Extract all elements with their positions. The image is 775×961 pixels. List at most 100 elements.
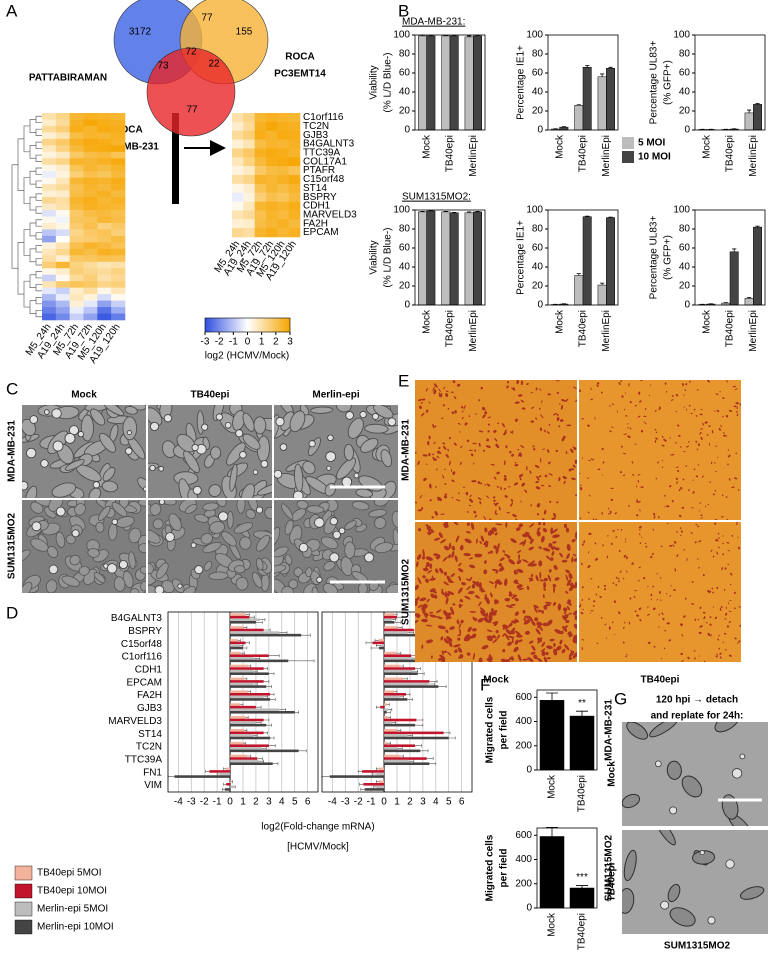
legend-swatch [15,884,32,898]
heatmap-cell [289,148,301,157]
heatmap-cell [232,219,244,228]
heatmap-cell [56,132,70,139]
error-bar [238,639,241,642]
rounded-cell [274,470,282,478]
heatmap-cell [42,255,56,262]
bar [384,755,400,758]
y-tick-label: 100 [673,205,690,216]
dendrogram [30,301,36,314]
heatmap-cell [56,152,70,159]
heatmap-cell [42,307,56,314]
heatmap-cell [84,281,98,288]
y-tick-label: 60 [679,243,691,254]
bar [384,724,415,727]
error-bar [264,680,269,683]
micrograph [13,492,151,598]
error-bar [407,631,413,634]
venn-count: 73 [157,61,169,72]
heatmap-cell [255,140,267,149]
x-tick-label: Mock [421,309,432,334]
bar [381,644,384,647]
error-bar [397,626,402,629]
heatmap-cell [111,288,125,295]
venn-set-label: ROCA [285,52,314,63]
rounded-cell [732,769,742,779]
dendrogram [24,229,30,255]
y-tick-label: 60 [679,68,691,79]
rounded-cell [326,452,336,462]
y-tick-label: 100 [393,30,410,41]
bar [230,626,243,629]
error-bar [375,639,379,642]
error-bar [256,621,262,624]
heatmap-cell [84,165,98,172]
heatmap-cell [111,236,125,243]
bar [230,750,299,753]
heatmap-cell [266,202,278,211]
rounded-cell [327,466,331,470]
error-bar [416,719,422,722]
y-axis-label: Migrated cells [485,834,496,901]
rounded-cell [19,482,27,490]
y-axis-label: (% GFP+) [663,60,674,105]
rounded-cell [261,460,268,467]
rounded-cell [333,531,340,538]
rounded-cell [166,533,175,542]
bar [583,217,591,305]
y-tick-label: 80 [679,49,691,60]
x-tick-label: TB40epi [445,135,456,172]
error-bar [413,670,418,673]
heatmap-cell [266,122,278,131]
rounded-cell [56,507,65,516]
heatmap-cell [97,145,111,152]
y-tick-label: TTC39A [125,754,163,765]
error-bar [415,667,420,670]
rounded-cell [315,518,324,527]
heatmap-cell [42,210,56,217]
error-bar [400,755,404,758]
heatmap-cell [97,113,111,120]
heatmap-cell [70,184,84,191]
bar [384,613,394,616]
heatmap-cell [42,301,56,308]
heatmap-cell [84,152,98,159]
error-bar [429,762,435,765]
heatmap-cell [84,288,98,295]
bar [230,755,247,758]
error-bar [246,716,249,719]
bar [230,762,273,765]
heatmap-cell [97,126,111,133]
bar [384,760,409,763]
bar [583,67,591,130]
colorbar-tick-label: -2 [215,337,224,348]
heatmap-cell [277,184,289,193]
heatmap-cell [70,294,84,301]
error-bar [246,613,250,616]
cell [699,632,702,634]
error-bar [256,721,261,724]
heatmap-cell [255,157,267,166]
heatmap-cell [97,139,111,146]
error-bar [397,729,401,732]
heatmap-cell [42,262,56,269]
heatmap-cell [289,219,301,228]
dendrogram [30,197,36,210]
rounded-cell [360,411,366,417]
heatmap-cell [42,119,56,126]
bar [384,750,420,753]
heatmap-cell [84,210,98,217]
bar [174,775,230,778]
bar [380,706,384,709]
bar [230,760,258,763]
heatmap-cell [97,223,111,230]
rounded-cell [53,441,63,451]
rounded-cell [65,433,75,443]
bar [384,652,397,655]
bar [384,634,415,637]
error-bar [244,729,247,732]
panel-letter: A [6,1,18,20]
cell [610,488,613,489]
heatmap-cell [42,229,56,236]
dendrogram [36,284,42,290]
heatmap-cell [56,268,70,275]
